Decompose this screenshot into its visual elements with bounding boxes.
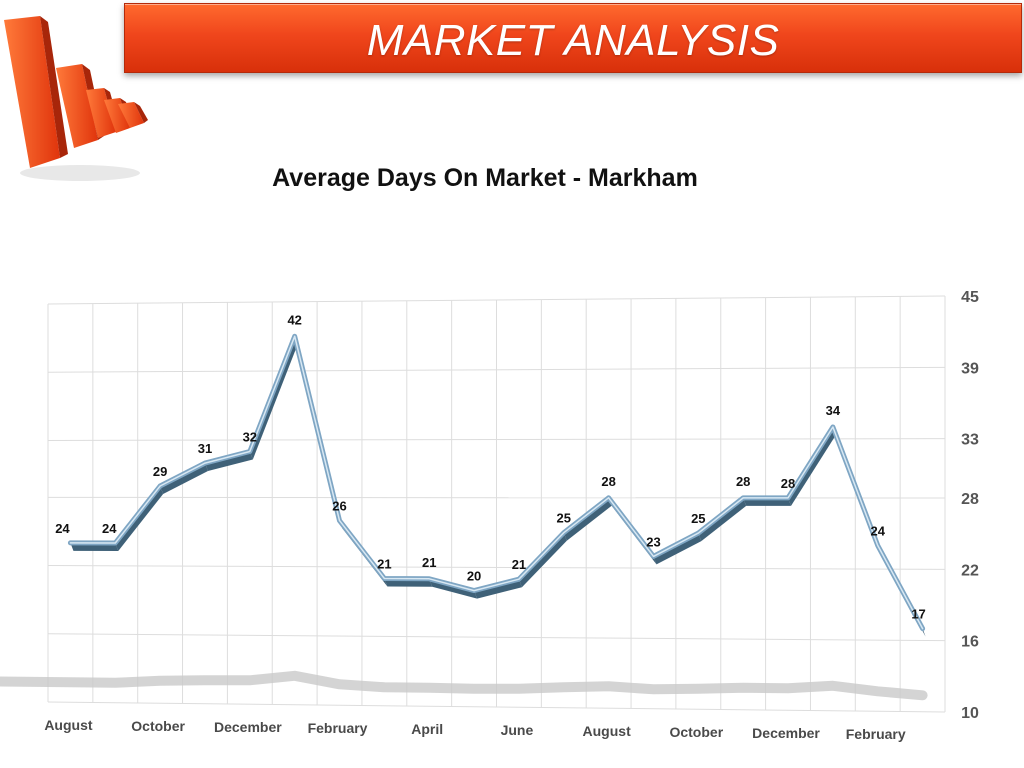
data-label: 24 [55,521,70,536]
data-label: 32 [243,430,257,445]
data-label: 25 [691,511,705,526]
x-tick-label: February [308,720,368,736]
line-segment-side [115,485,164,552]
line-segment-side [249,336,298,460]
x-tick-label: December [752,725,820,741]
series-highlight [69,335,924,630]
line-segment-side [518,532,567,588]
y-tick-label: 33 [961,432,979,449]
line-series [67,333,926,637]
data-label: 21 [512,557,526,572]
data-label: 17 [911,607,925,622]
x-tick-label: October [669,724,723,740]
data-label: 20 [467,569,481,584]
x-tick-label: December [214,719,282,735]
x-axis-labels: August October December February April June Au… [44,717,906,742]
y-tick-label: 39 [961,360,979,377]
x-tick-label: April [411,721,443,737]
y-tick-label: 22 [961,562,979,579]
y-tick-label: 45 [961,289,979,306]
page-title: MARKET ANALYSIS [366,16,780,65]
line-segment-side [698,497,747,542]
data-label: 23 [646,534,660,549]
data-label: 24 [102,521,117,536]
data-label: 28 [781,476,795,491]
data-label: 21 [377,557,391,572]
line-segment-side [563,497,612,541]
data-label: 31 [198,441,212,456]
data-label: 21 [422,555,436,570]
chart-title: Average Days On Market - Markham [272,164,698,192]
x-tick-label: February [846,726,906,742]
x-tick-label: August [583,723,632,739]
y-axis-labels: 10 16 22 28 33 39 45 [961,289,979,722]
data-points: 24 24 29 31 32 42 26 21 21 20 21 25 28 23 25 28 28 34 24 17 [55,312,926,621]
chart-grid [47,295,946,713]
line-shadow [0,670,928,701]
line-segment-side [160,463,208,494]
line-segment-side [653,533,702,565]
line-segment-side [204,451,253,472]
x-tick-label: October [131,718,185,734]
x-tick-label: June [501,722,534,738]
data-label: 34 [826,403,841,418]
y-tick-label: 16 [961,634,979,651]
x-tick-label: August [44,717,93,733]
data-label: 25 [557,511,571,526]
data-label: 28 [601,474,615,489]
series-shadow [0,670,928,701]
3d-bar-chart-icon [4,16,148,181]
data-label: 29 [153,464,167,479]
header-banner: MARKET ANALYSIS [124,3,1022,73]
line-segment-side [788,427,836,506]
data-label: 42 [287,312,301,327]
data-label: 26 [332,499,346,514]
data-label: 24 [870,523,885,538]
y-tick-label: 10 [961,705,979,722]
y-tick-label: 28 [961,491,979,508]
data-label: 28 [736,474,750,489]
